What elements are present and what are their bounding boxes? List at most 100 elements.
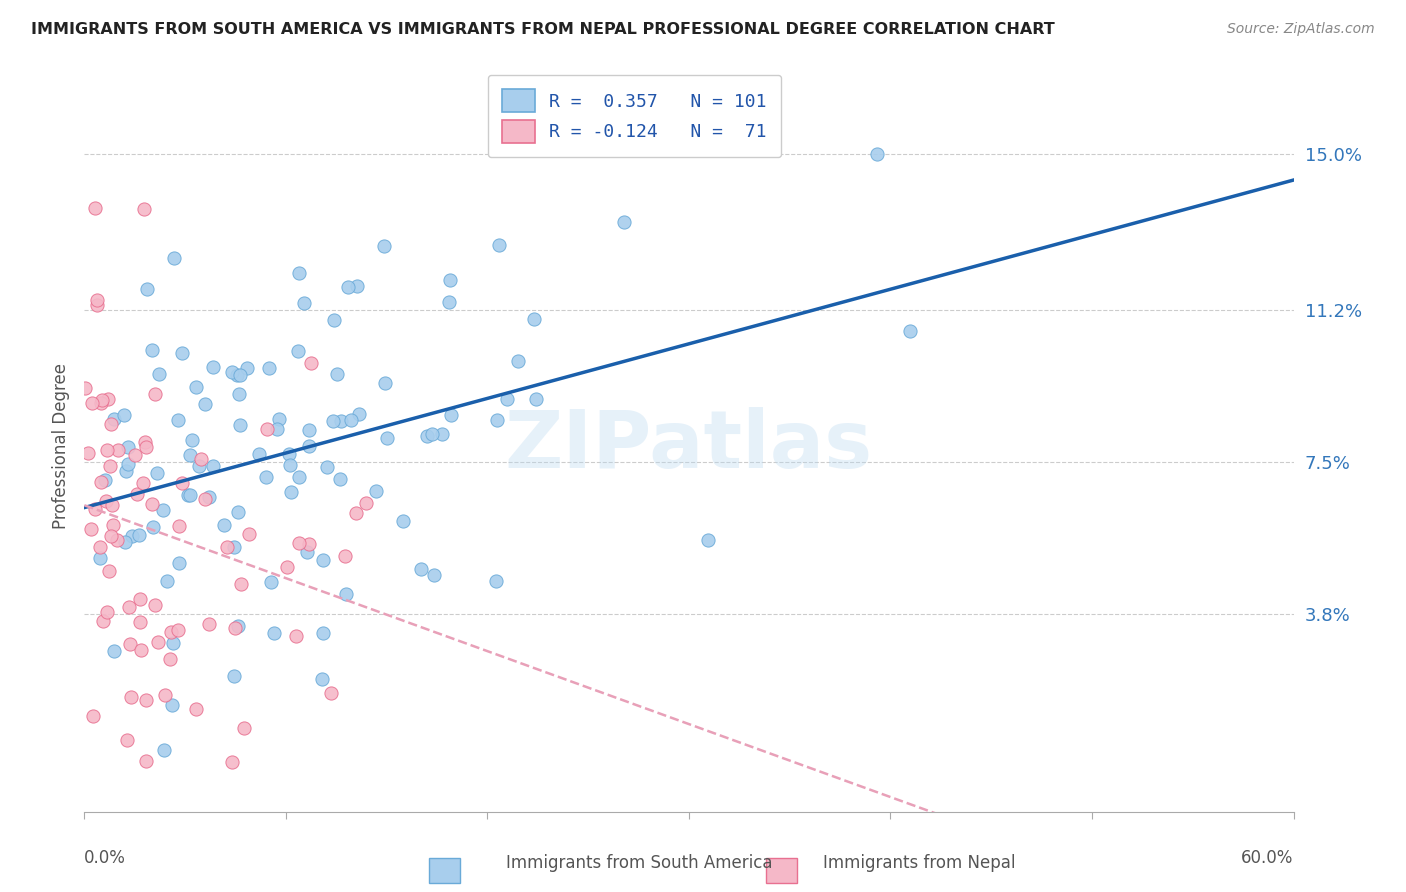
Point — [162, 698, 184, 712]
Point — [77, 446, 100, 460]
Point — [167, 518, 190, 533]
Point — [167, 556, 190, 570]
Point — [233, 721, 256, 735]
Point — [135, 282, 157, 296]
Point — [94, 473, 117, 487]
Point — [190, 451, 212, 466]
Text: 0.0%: 0.0% — [84, 849, 127, 867]
Point — [97, 392, 120, 406]
Point — [117, 440, 139, 454]
Point — [224, 540, 246, 554]
Point — [201, 360, 224, 375]
Point — [231, 577, 253, 591]
Point — [117, 457, 139, 471]
Point — [288, 535, 311, 549]
Point — [129, 615, 152, 629]
Point — [89, 540, 111, 554]
Point — [280, 458, 302, 472]
Point — [118, 600, 141, 615]
Point — [212, 518, 235, 533]
Point — [134, 435, 156, 450]
Point — [354, 495, 377, 509]
Point — [311, 672, 333, 686]
Point — [100, 498, 122, 512]
Point — [420, 426, 443, 441]
Point — [236, 360, 259, 375]
Point — [121, 529, 143, 543]
Point — [409, 562, 432, 576]
Point — [316, 460, 339, 475]
Point — [125, 487, 148, 501]
Point — [186, 380, 208, 394]
Point — [440, 408, 463, 422]
Point — [96, 605, 118, 619]
Point — [177, 488, 200, 502]
Point — [98, 564, 121, 578]
Point — [129, 642, 152, 657]
Point — [162, 636, 184, 650]
Point — [128, 528, 150, 542]
Point — [323, 313, 346, 327]
Point — [86, 298, 108, 312]
Point — [135, 693, 157, 707]
Point — [284, 629, 307, 643]
Point — [103, 412, 125, 426]
Point — [224, 621, 246, 635]
Point — [298, 537, 321, 551]
Point — [172, 475, 194, 490]
Point — [278, 447, 301, 461]
Point — [298, 439, 321, 453]
Point — [124, 448, 146, 462]
Point — [484, 574, 506, 588]
Point — [374, 376, 396, 390]
Point — [312, 553, 335, 567]
Point — [194, 491, 217, 506]
Point — [415, 429, 437, 443]
Point — [82, 709, 104, 723]
Point — [423, 568, 446, 582]
Point — [263, 625, 285, 640]
Point — [90, 392, 112, 407]
Point — [82, 396, 104, 410]
Point — [249, 447, 271, 461]
Point — [160, 625, 183, 640]
Point — [319, 686, 342, 700]
Point — [222, 669, 245, 683]
Point — [326, 367, 349, 381]
Point — [322, 414, 344, 428]
Point — [153, 689, 176, 703]
Point — [148, 367, 170, 381]
Point — [114, 408, 136, 422]
Point — [145, 598, 167, 612]
Point — [364, 483, 387, 498]
Point — [898, 324, 921, 338]
Point — [226, 619, 249, 633]
Point — [335, 587, 357, 601]
Point — [346, 279, 368, 293]
Point — [524, 392, 547, 406]
Point — [83, 502, 105, 516]
Point — [613, 215, 636, 229]
Point — [238, 527, 260, 541]
Point — [292, 295, 315, 310]
Point — [120, 690, 142, 704]
Point — [129, 592, 152, 607]
Point — [80, 522, 103, 536]
Point — [84, 201, 107, 215]
Point — [167, 413, 190, 427]
Point — [115, 732, 138, 747]
Point — [179, 448, 201, 462]
Point — [506, 354, 529, 368]
Point — [221, 756, 243, 770]
Point — [257, 361, 280, 376]
Point — [73, 381, 96, 395]
Point — [301, 356, 323, 370]
Point — [485, 413, 508, 427]
Point — [347, 408, 370, 422]
Point — [439, 273, 461, 287]
Point — [430, 427, 453, 442]
Point — [152, 503, 174, 517]
Point — [89, 551, 111, 566]
Point — [90, 475, 112, 489]
Point — [187, 459, 209, 474]
